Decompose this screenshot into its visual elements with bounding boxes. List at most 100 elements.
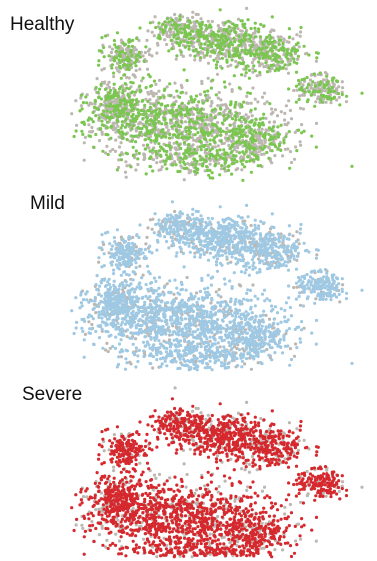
- background-point: [172, 141, 176, 145]
- highlight-point: [340, 289, 344, 294]
- highlight-point: [248, 248, 252, 252]
- background-point: [192, 20, 196, 24]
- highlight-point: [244, 310, 248, 314]
- highlight-point: [253, 228, 257, 232]
- highlight-point: [91, 120, 95, 124]
- highlight-point: [230, 133, 234, 137]
- highlight-point: [281, 66, 285, 70]
- highlight-point: [277, 142, 282, 146]
- background-point: [309, 83, 313, 87]
- background-point: [167, 141, 172, 145]
- highlight-point: [295, 149, 299, 153]
- highlight-point: [246, 64, 250, 68]
- background-point: [323, 71, 328, 75]
- highlight-point: [109, 255, 113, 259]
- highlight-point: [117, 58, 121, 62]
- highlight-point: [250, 136, 254, 140]
- highlight-point: [230, 117, 235, 121]
- highlight-point: [136, 157, 140, 161]
- background-point: [337, 95, 341, 99]
- highlight-point: [164, 222, 168, 226]
- highlight-point: [164, 153, 168, 157]
- highlight-point: [306, 98, 310, 102]
- highlight-point: [200, 112, 204, 116]
- highlight-point: [246, 91, 250, 95]
- highlight-point: [113, 240, 117, 244]
- highlight-point: [258, 270, 262, 274]
- highlight-point: [322, 83, 326, 87]
- highlight-point: [157, 218, 161, 222]
- highlight-point: [94, 86, 98, 90]
- highlight-point: [175, 37, 179, 41]
- highlight-point: [239, 226, 243, 230]
- highlight-point: [309, 93, 313, 97]
- highlight-point: [244, 229, 248, 233]
- highlight-point: [236, 224, 240, 228]
- highlight-point: [248, 234, 252, 238]
- highlight-point: [244, 71, 248, 75]
- highlight-point: [133, 90, 137, 94]
- highlight-point: [287, 130, 291, 134]
- highlight-point: [250, 257, 255, 262]
- highlight-point: [205, 234, 209, 238]
- highlight-point: [258, 35, 262, 39]
- highlight-point: [173, 22, 177, 26]
- highlight-point: [125, 247, 129, 251]
- background-point: [270, 66, 274, 71]
- highlight-point: [205, 168, 209, 173]
- highlight-point: [200, 164, 205, 168]
- background-point: [124, 175, 128, 179]
- background-point: [257, 141, 261, 145]
- highlight-point: [335, 295, 339, 299]
- highlight-point: [300, 78, 304, 82]
- highlight-point: [237, 43, 241, 48]
- highlight-point: [102, 55, 106, 59]
- highlight-point: [157, 275, 162, 279]
- background-point: [267, 120, 272, 124]
- highlight-point: [248, 120, 252, 124]
- background-point: [273, 154, 277, 158]
- highlight-point: [245, 291, 249, 295]
- highlight-point: [264, 61, 268, 65]
- highlight-point: [243, 22, 247, 26]
- background-point: [314, 297, 318, 301]
- background-point: [143, 156, 147, 161]
- highlight-point: [178, 17, 182, 22]
- highlight-point: [249, 242, 253, 246]
- highlight-point: [249, 298, 253, 302]
- highlight-point: [120, 109, 124, 113]
- background-point: [209, 104, 213, 108]
- background-point: [292, 285, 296, 290]
- highlight-point: [114, 327, 118, 331]
- highlight-point: [187, 120, 191, 124]
- highlight-point: [249, 45, 253, 49]
- highlight-point: [99, 82, 103, 87]
- background-point: [144, 242, 148, 246]
- highlight-point: [239, 237, 243, 241]
- highlight-point: [160, 362, 164, 366]
- highlight-point: [118, 263, 122, 267]
- highlight-point: [145, 264, 150, 268]
- highlight-point: [187, 126, 191, 130]
- highlight-point: [165, 364, 169, 368]
- background-point: [293, 130, 297, 134]
- highlight-point: [169, 118, 173, 122]
- highlight-point: [80, 129, 84, 133]
- background-point: [256, 133, 260, 138]
- highlight-point: [248, 48, 252, 52]
- highlight-point: [277, 68, 281, 72]
- highlight-point: [182, 152, 186, 156]
- background-point: [180, 85, 184, 90]
- highlight-point: [252, 261, 256, 265]
- highlight-point: [292, 57, 296, 61]
- highlight-point: [222, 225, 226, 229]
- highlight-point: [257, 347, 261, 351]
- highlight-point: [104, 115, 109, 119]
- highlight-point: [245, 52, 249, 56]
- highlight-point: [82, 122, 87, 126]
- highlight-point: [184, 149, 188, 153]
- highlight-point: [205, 243, 209, 247]
- background-point: [184, 91, 188, 95]
- highlight-point: [248, 51, 252, 55]
- highlight-point: [153, 126, 157, 130]
